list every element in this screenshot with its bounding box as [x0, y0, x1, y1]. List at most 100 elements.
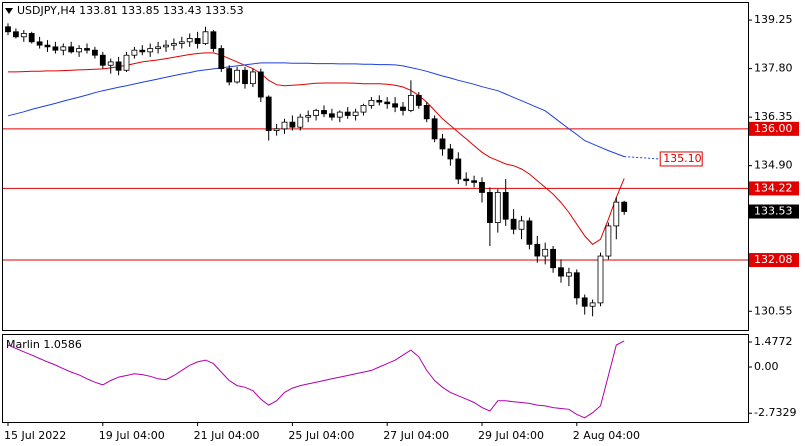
candle-body — [502, 192, 509, 220]
candle-body — [139, 49, 146, 53]
candle-body — [218, 48, 225, 70]
candle-body — [147, 48, 154, 53]
candle-body — [202, 31, 209, 44]
candle-body — [542, 248, 549, 257]
candle-body — [589, 302, 596, 307]
current-price-label: 133.53 — [754, 205, 793, 218]
candle-body — [479, 181, 485, 193]
candle-body — [60, 46, 67, 51]
candle-body — [423, 105, 430, 120]
candle-body — [28, 33, 35, 43]
candle-body — [471, 180, 478, 183]
candle-body — [210, 31, 217, 49]
candle-body — [534, 243, 541, 257]
x-tick-label: 29 Jul 04:00 — [478, 429, 544, 442]
candle-body — [439, 138, 446, 150]
candle-body — [99, 54, 106, 66]
candle-body — [573, 272, 580, 299]
candle-body — [400, 106, 406, 111]
candle-body — [20, 33, 27, 38]
moving-average — [7, 62, 625, 158]
candle-body — [257, 71, 264, 98]
candle-body — [92, 49, 98, 56]
level-label: 132.08 — [754, 253, 793, 266]
candle-body — [170, 43, 177, 46]
candle-body — [407, 94, 414, 111]
y-tick-label: 1.4772 — [754, 335, 793, 348]
candle-body — [463, 178, 470, 182]
candle-body — [486, 192, 493, 223]
candle-body — [328, 113, 335, 118]
candle-body — [273, 128, 280, 131]
y-tick-label: 139.25 — [754, 13, 793, 26]
level-label-box — [749, 253, 799, 268]
x-tick-label: 21 Jul 04:00 — [194, 429, 260, 442]
main-frame — [2, 2, 749, 331]
candle-body — [226, 68, 233, 83]
level-label-box — [749, 121, 799, 136]
candle-body — [76, 48, 82, 53]
candle-body — [249, 71, 256, 85]
candle-body — [68, 46, 75, 53]
candle-body — [526, 220, 533, 245]
candle-body — [621, 201, 628, 212]
current-price-box — [749, 204, 799, 219]
candle-body — [344, 111, 351, 116]
candle-body — [115, 61, 122, 71]
level-label: 136.00 — [754, 122, 793, 135]
candle-body — [518, 220, 525, 230]
candle-body — [281, 121, 288, 130]
candle-body — [566, 272, 572, 277]
candle-body — [305, 115, 312, 118]
x-tick-label: 27 Jul 04:00 — [383, 429, 449, 442]
candle-body — [107, 61, 114, 66]
candle-body — [313, 110, 320, 116]
candle-body — [44, 44, 51, 48]
indicator-title: Marlin 1.0586 — [6, 338, 82, 351]
candle-body — [581, 297, 588, 307]
candle-body — [297, 116, 304, 128]
candle-body — [289, 121, 296, 128]
candle-body — [455, 158, 462, 180]
candle-body — [84, 48, 90, 51]
y-tick-label: -2.7329 — [754, 406, 796, 419]
candle-body — [550, 248, 556, 269]
candle-body — [368, 99, 375, 106]
x-tick-label: 19 Jul 04:00 — [99, 429, 165, 442]
candle-body — [234, 69, 241, 83]
candle-body — [558, 267, 564, 277]
indicator-line — [7, 340, 625, 419]
candle-body — [597, 255, 604, 304]
y-tick-label: 136.35 — [754, 110, 793, 123]
candle-body — [352, 111, 359, 116]
candle-body — [431, 118, 438, 140]
candle-body — [131, 49, 138, 56]
candle-body — [376, 99, 383, 103]
candle-body — [186, 38, 193, 43]
candle-body — [155, 46, 162, 49]
candle-body — [52, 46, 59, 51]
candle-body — [336, 111, 343, 118]
y-tick-label: 134.90 — [754, 159, 793, 172]
candle-body — [178, 41, 185, 44]
candle-body — [163, 44, 169, 48]
candle-body — [36, 41, 43, 46]
level-label-box — [749, 181, 799, 196]
candle-body — [415, 94, 422, 106]
x-tick-label: 2 Aug 04:00 — [573, 429, 640, 442]
candle-body — [265, 96, 272, 131]
candle-body — [613, 201, 620, 227]
candle-body — [194, 38, 201, 44]
candle-body — [242, 69, 248, 85]
y-tick-label: 0.00 — [754, 360, 779, 373]
candle-body — [321, 110, 327, 115]
candle-body — [605, 225, 612, 257]
candle-body — [392, 103, 399, 108]
candle-body — [12, 31, 19, 38]
level-label: 134.22 — [754, 181, 793, 194]
x-tick-label: 15 Jul 2022 — [4, 429, 66, 442]
annotation-box — [659, 151, 703, 167]
annotation-label: 135.10 — [663, 152, 702, 165]
